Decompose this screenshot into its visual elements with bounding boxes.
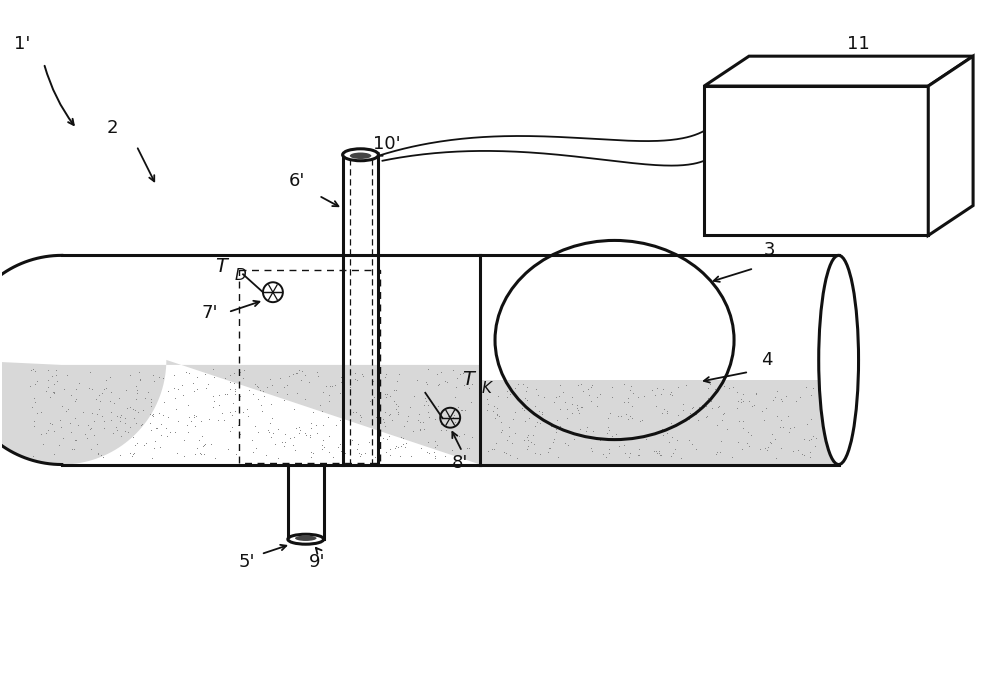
Polygon shape	[480, 380, 839, 464]
Text: 1': 1'	[14, 35, 30, 53]
Ellipse shape	[350, 152, 371, 159]
Text: T: T	[215, 257, 227, 276]
Text: K: K	[482, 381, 492, 396]
FancyBboxPatch shape	[704, 86, 928, 235]
Ellipse shape	[288, 534, 324, 544]
Text: 2: 2	[107, 119, 118, 137]
Polygon shape	[0, 360, 480, 464]
Ellipse shape	[295, 535, 317, 541]
Text: 10': 10'	[373, 135, 400, 152]
Text: 9': 9'	[309, 553, 325, 571]
Ellipse shape	[343, 149, 378, 161]
Text: 8': 8'	[452, 453, 469, 471]
Text: 5': 5'	[239, 553, 256, 571]
Text: 6': 6'	[289, 172, 305, 190]
Text: 11: 11	[847, 35, 869, 53]
Text: T: T	[462, 370, 474, 389]
Ellipse shape	[819, 255, 859, 464]
Polygon shape	[704, 56, 973, 86]
Text: 4: 4	[761, 351, 772, 369]
Polygon shape	[928, 56, 973, 235]
Text: D: D	[235, 268, 247, 284]
Text: 3: 3	[764, 241, 775, 259]
Text: 7': 7'	[201, 304, 218, 322]
